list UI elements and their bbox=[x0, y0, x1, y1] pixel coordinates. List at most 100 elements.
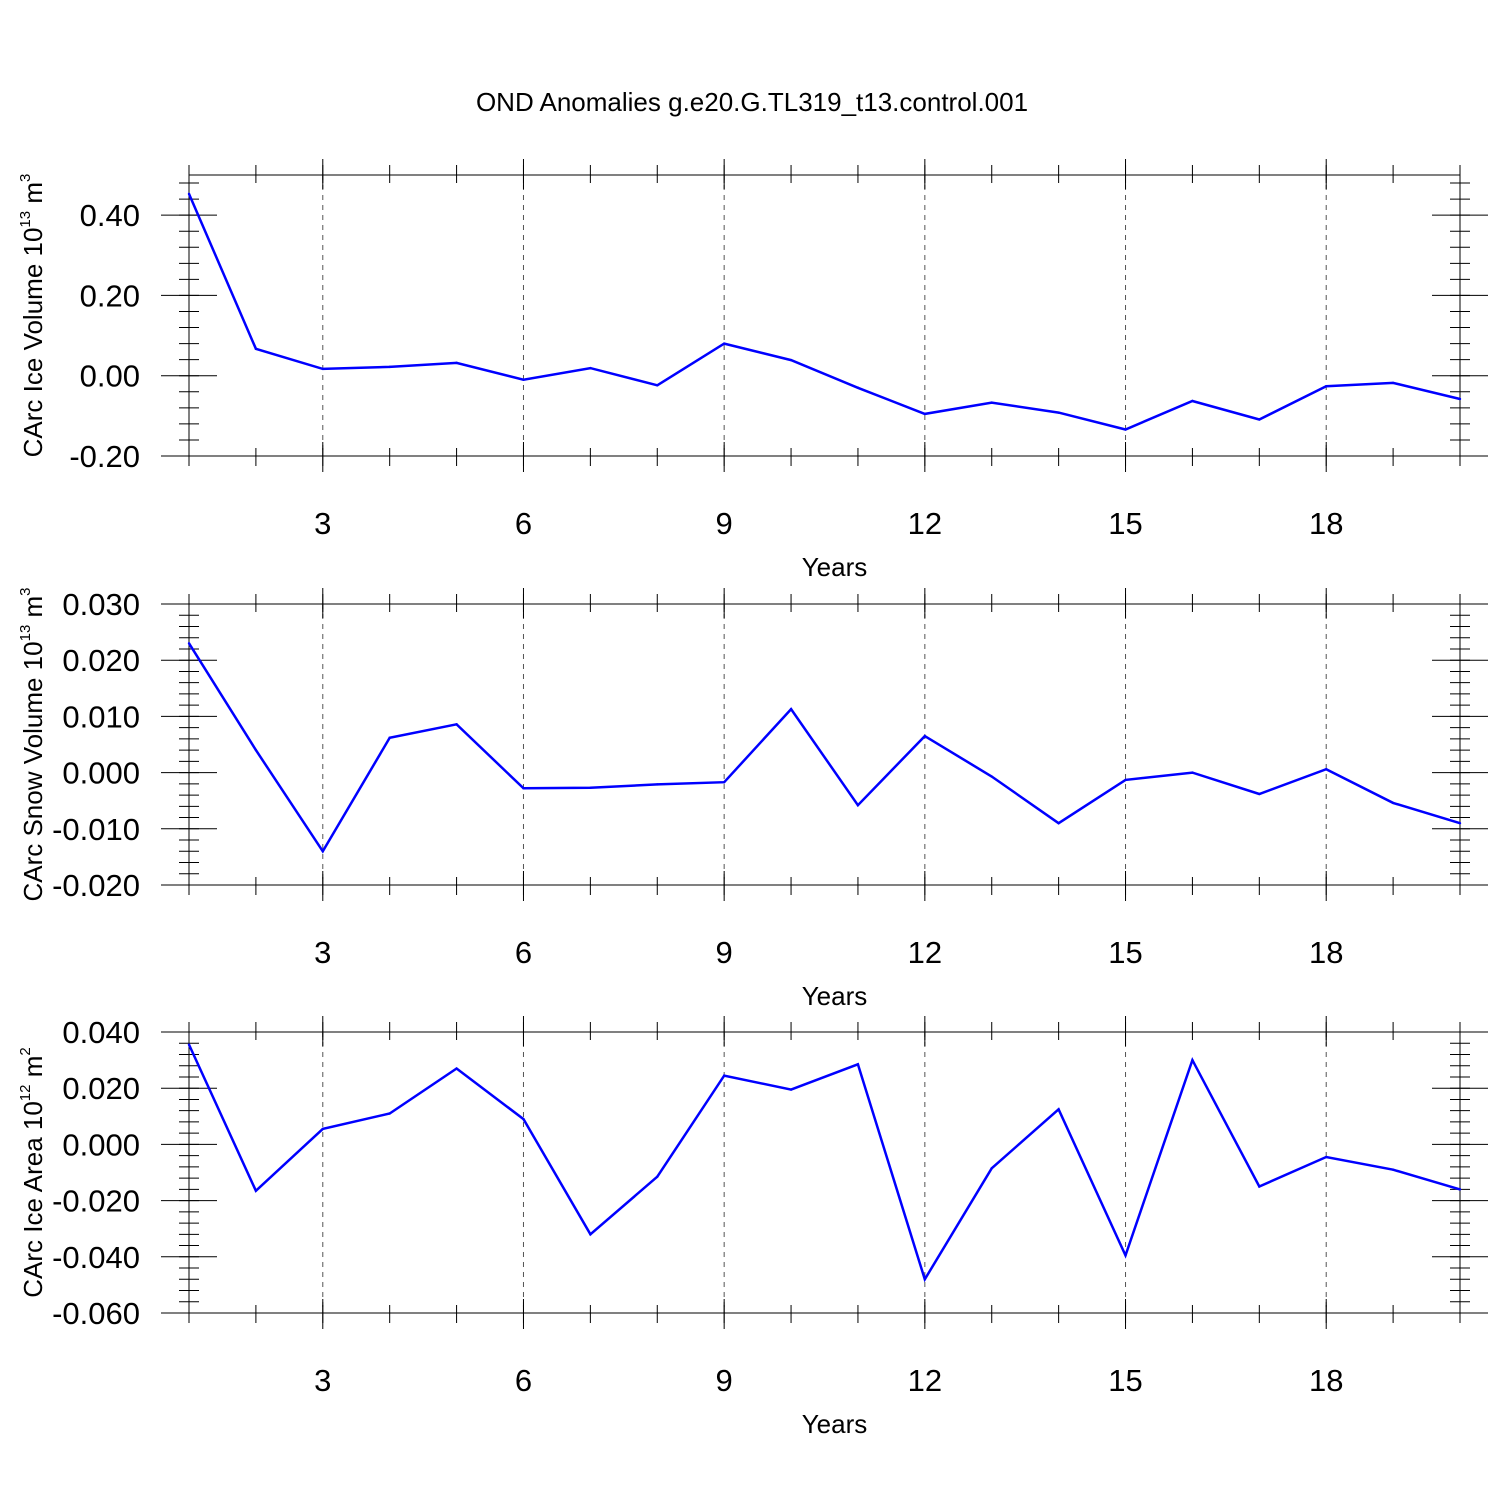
data-point bbox=[990, 1167, 993, 1170]
data-point bbox=[254, 748, 258, 752]
data-point bbox=[1458, 1188, 1462, 1191]
y-tick-label: 0.20 bbox=[80, 278, 140, 313]
data-point bbox=[1391, 381, 1395, 385]
panel-1: 3 6 9 12 15 18 -0.20 0.00 0.20 0.40 Years CArc Ice … bbox=[17, 159, 1488, 582]
series-line bbox=[187, 1044, 1461, 1283]
data-point bbox=[856, 803, 860, 807]
data-point bbox=[789, 358, 793, 362]
data-point bbox=[455, 1067, 458, 1070]
data-point bbox=[722, 342, 726, 345]
y-axis-title-unit: m bbox=[18, 1056, 48, 1085]
data-point bbox=[789, 707, 793, 711]
y-tick-label: 0.00 bbox=[80, 359, 140, 394]
data-point bbox=[522, 787, 525, 790]
x-tick-label: 3 bbox=[314, 1363, 331, 1398]
data-point bbox=[1124, 778, 1127, 782]
data-point bbox=[522, 378, 525, 381]
x-tick-label: 15 bbox=[1108, 506, 1142, 541]
data-point bbox=[589, 1233, 592, 1236]
data-point bbox=[522, 1117, 525, 1121]
y-axis-title-unit-exponent: 3 bbox=[17, 587, 34, 595]
data-point bbox=[1325, 1155, 1328, 1159]
series-line bbox=[187, 642, 1461, 854]
panel-2: 3 6 9 12 15 18 -0.020 -0.010 0.000 0.010 0.020 0.03… bbox=[17, 587, 1488, 1011]
data-point bbox=[1325, 768, 1328, 771]
data-point bbox=[254, 1189, 258, 1192]
data-point bbox=[1057, 1108, 1060, 1111]
y-tick-label: -0.020 bbox=[52, 1184, 140, 1219]
data-point bbox=[656, 783, 659, 786]
data-point bbox=[656, 384, 659, 387]
y-tick-label: -0.20 bbox=[69, 439, 140, 474]
y-tick-label: -0.010 bbox=[52, 812, 140, 847]
y-axis-title-text: CArc Ice Volume 10 bbox=[18, 228, 48, 458]
data-point bbox=[656, 1175, 659, 1178]
data-point bbox=[321, 367, 324, 371]
y-axis-title: CArc Ice Volume 1013 m3 bbox=[17, 174, 48, 458]
data-point bbox=[1458, 397, 1462, 401]
data-point bbox=[789, 1088, 793, 1091]
plot-frame bbox=[188, 603, 1461, 886]
x-tick-label: 18 bbox=[1309, 506, 1343, 541]
data-point bbox=[990, 401, 993, 404]
data-point bbox=[923, 734, 927, 738]
x-tick-label: 3 bbox=[314, 506, 331, 541]
data-point bbox=[923, 1278, 927, 1281]
data-point bbox=[187, 1043, 191, 1046]
y-tick-label: 0.000 bbox=[62, 1127, 140, 1162]
y-tick-label: 0.040 bbox=[62, 1015, 140, 1050]
x-tick-label: 9 bbox=[716, 1363, 733, 1398]
y-axis-title-unit-exponent: 3 bbox=[17, 174, 34, 182]
x-tick-label: 12 bbox=[908, 935, 942, 970]
data-point bbox=[722, 780, 726, 784]
y-tick-label: -0.040 bbox=[52, 1240, 140, 1275]
x-tick-label: 3 bbox=[314, 935, 331, 970]
data-point bbox=[589, 366, 592, 370]
data-point bbox=[455, 723, 458, 726]
data-point bbox=[187, 642, 191, 645]
data-point bbox=[856, 1063, 860, 1066]
y-axis-title-exponent: 13 bbox=[17, 625, 34, 642]
y-axis-title-exponent: 12 bbox=[17, 1085, 34, 1102]
data-point bbox=[1325, 384, 1328, 388]
x-tick-label: 18 bbox=[1309, 1363, 1343, 1398]
y-tick-label: 0.010 bbox=[62, 699, 140, 734]
data-point bbox=[388, 1112, 391, 1115]
data-point bbox=[1057, 411, 1060, 414]
y-tick-label: -0.020 bbox=[52, 868, 140, 903]
x-tick-label: 15 bbox=[1108, 1363, 1142, 1398]
data-point bbox=[1258, 418, 1261, 421]
data-point bbox=[1191, 399, 1194, 403]
y-axis-title-exponent: 13 bbox=[17, 211, 34, 228]
data-point bbox=[990, 775, 993, 778]
x-tick-label: 18 bbox=[1309, 935, 1343, 970]
data-point bbox=[388, 736, 391, 739]
data-point bbox=[1124, 1254, 1127, 1257]
chart-title: OND Anomalies g.e20.G.TL319_t13.control.… bbox=[476, 87, 1028, 117]
data-point bbox=[187, 192, 191, 196]
x-axis-title: Years bbox=[802, 1409, 868, 1439]
x-tick-label: 12 bbox=[908, 1363, 942, 1398]
data-point bbox=[1391, 801, 1395, 805]
data-point bbox=[856, 386, 860, 389]
x-tick-label: 6 bbox=[515, 506, 532, 541]
panel-3: 3 6 9 12 15 18 -0.060 -0.040 -0.020 0.000 0.020 0.0… bbox=[17, 1015, 1488, 1439]
y-axis-title-unit: m bbox=[18, 182, 48, 211]
y-tick-label: 0.000 bbox=[62, 756, 140, 791]
y-axis-title-text: CArc Snow Volume 10 bbox=[18, 641, 48, 901]
data-point bbox=[321, 1127, 324, 1131]
y-tick-label: 0.40 bbox=[80, 198, 140, 233]
data-point bbox=[589, 786, 592, 789]
y-tick-label: 0.020 bbox=[62, 1071, 140, 1106]
x-axis-title: Years bbox=[802, 981, 868, 1011]
y-tick-label: -0.060 bbox=[52, 1296, 140, 1331]
data-point bbox=[1191, 1058, 1194, 1062]
data-point bbox=[923, 412, 927, 416]
series-line bbox=[187, 193, 1461, 431]
y-axis-title: CArc Ice Area 1012 m2 bbox=[17, 1047, 48, 1297]
data-point bbox=[722, 1074, 726, 1077]
y-axis-title-unit-exponent: 2 bbox=[17, 1047, 34, 1055]
data-point bbox=[321, 850, 324, 853]
y-tick-label: 0.030 bbox=[62, 587, 140, 622]
x-axis-title: Years bbox=[802, 552, 868, 582]
